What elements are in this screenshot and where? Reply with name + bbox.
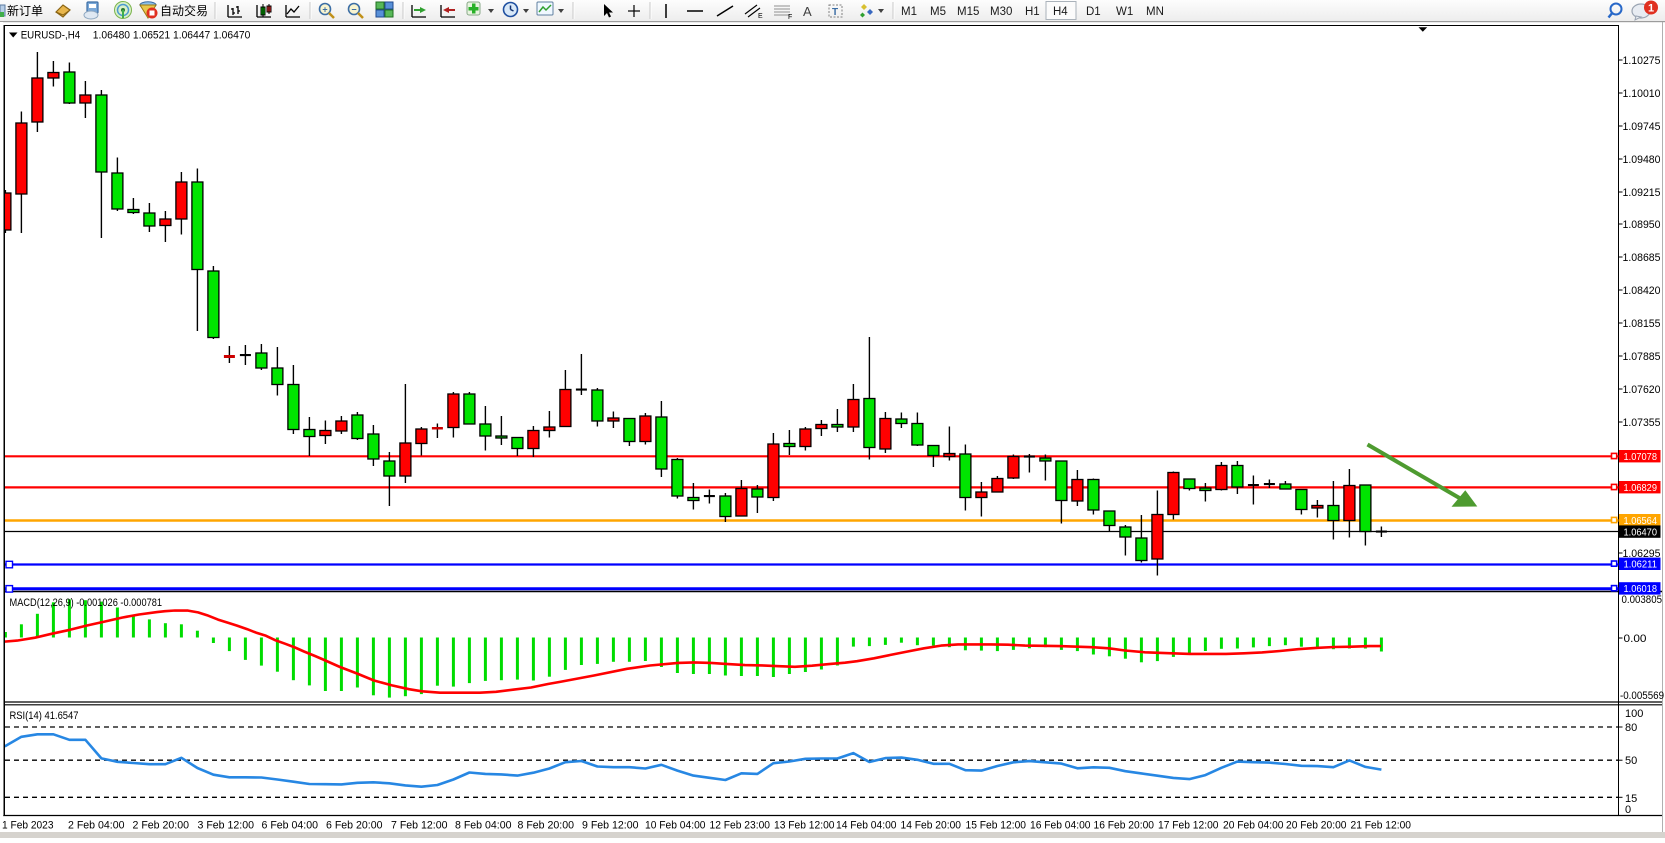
svg-text:H4: H4 [1053, 6, 1068, 18]
svg-text:1.06564: 1.06564 [1624, 515, 1658, 527]
svg-text:20 Feb 04:00: 20 Feb 04:00 [1223, 820, 1284, 832]
svg-text:9 Feb 12:00: 9 Feb 12:00 [582, 820, 639, 832]
svg-text:6 Feb 20:00: 6 Feb 20:00 [326, 820, 383, 832]
svg-text:MN: MN [1146, 6, 1164, 18]
svg-text:20 Feb 20:00: 20 Feb 20:00 [1286, 820, 1347, 832]
svg-text:RSI(14) 41.6547: RSI(14) 41.6547 [10, 710, 79, 722]
svg-text:80: 80 [1625, 722, 1637, 734]
svg-text:1.09215: 1.09215 [1623, 187, 1661, 199]
svg-text:1.07620: 1.07620 [1623, 384, 1661, 396]
svg-text:1 Feb 2023: 1 Feb 2023 [2, 820, 54, 832]
svg-text:8 Feb 04:00: 8 Feb 04:00 [455, 820, 512, 832]
svg-text:W1: W1 [1116, 6, 1133, 18]
svg-text:-0.005569: -0.005569 [1620, 690, 1664, 702]
svg-text:1.06480 1.06521 1.06447 1.0647: 1.06480 1.06521 1.06447 1.06470 [93, 30, 251, 42]
svg-text:1.06211: 1.06211 [1624, 559, 1658, 571]
svg-text:12 Feb 23:00: 12 Feb 23:00 [710, 820, 771, 832]
svg-text:+: + [322, 5, 327, 15]
svg-text:新订单: 新订单 [7, 3, 43, 18]
svg-text:50: 50 [1625, 755, 1637, 767]
svg-text:15 Feb 12:00: 15 Feb 12:00 [966, 820, 1027, 832]
svg-text:1.10010: 1.10010 [1623, 88, 1661, 100]
svg-text:10 Feb 04:00: 10 Feb 04:00 [645, 820, 706, 832]
svg-text:1.07078: 1.07078 [1624, 451, 1658, 463]
svg-text:2 Feb 20:00: 2 Feb 20:00 [133, 820, 190, 832]
svg-text:1.06018: 1.06018 [1624, 583, 1658, 595]
svg-text:自动交易: 自动交易 [160, 3, 208, 18]
svg-text:14 Feb 04:00: 14 Feb 04:00 [836, 820, 897, 832]
svg-text:A: A [803, 4, 812, 19]
svg-text:2 Feb 04:00: 2 Feb 04:00 [68, 820, 125, 832]
svg-text:1.06470: 1.06470 [1624, 526, 1658, 538]
svg-text:MACD(12,26,9) -0.001026 -0.000: MACD(12,26,9) -0.001026 -0.000781 [10, 597, 163, 609]
svg-text:−: − [351, 5, 356, 15]
svg-text:8 Feb 20:00: 8 Feb 20:00 [518, 820, 575, 832]
svg-text:1.09745: 1.09745 [1623, 121, 1661, 133]
svg-text:1.07355: 1.07355 [1623, 417, 1661, 429]
svg-text:1.06829: 1.06829 [1624, 482, 1658, 494]
svg-text:6 Feb 04:00: 6 Feb 04:00 [262, 820, 319, 832]
svg-text:0.003805: 0.003805 [1622, 594, 1663, 606]
svg-text:1.06295: 1.06295 [1623, 548, 1661, 560]
svg-text:E: E [758, 13, 763, 20]
svg-text:17 Feb 12:00: 17 Feb 12:00 [1158, 820, 1219, 832]
svg-text:1.08420: 1.08420 [1623, 285, 1661, 297]
svg-text:1.10275: 1.10275 [1623, 55, 1661, 67]
svg-text:H1: H1 [1025, 6, 1040, 18]
svg-text:1: 1 [1648, 3, 1654, 15]
svg-text:1.08155: 1.08155 [1623, 318, 1661, 330]
svg-text:100: 100 [1625, 708, 1643, 720]
svg-text:M5: M5 [930, 6, 946, 18]
svg-text:14 Feb 20:00: 14 Feb 20:00 [901, 820, 962, 832]
svg-text:D1: D1 [1086, 6, 1101, 18]
svg-text:M1: M1 [901, 6, 917, 18]
svg-text:F: F [788, 14, 792, 21]
svg-text:1.07885: 1.07885 [1623, 351, 1661, 363]
svg-text:15: 15 [1625, 793, 1637, 805]
svg-text:13 Feb 12:00: 13 Feb 12:00 [774, 820, 835, 832]
svg-text:1.08950: 1.08950 [1623, 219, 1661, 231]
svg-text:1.09480: 1.09480 [1623, 154, 1661, 166]
svg-text:7 Feb 12:00: 7 Feb 12:00 [391, 820, 448, 832]
svg-text:16 Feb 04:00: 16 Feb 04:00 [1030, 820, 1091, 832]
svg-text:M30: M30 [990, 6, 1012, 18]
svg-text:1.08685: 1.08685 [1623, 252, 1661, 264]
svg-text:0: 0 [1625, 804, 1631, 816]
svg-text:3 Feb 12:00: 3 Feb 12:00 [198, 820, 255, 832]
svg-text:21 Feb 12:00: 21 Feb 12:00 [1351, 820, 1412, 832]
svg-text:T: T [832, 7, 838, 18]
svg-text:0.00: 0.00 [1624, 633, 1647, 645]
svg-text:16 Feb 20:00: 16 Feb 20:00 [1094, 820, 1155, 832]
svg-text:EURUSD-,H4: EURUSD-,H4 [21, 30, 80, 42]
svg-text:M15: M15 [957, 6, 979, 18]
